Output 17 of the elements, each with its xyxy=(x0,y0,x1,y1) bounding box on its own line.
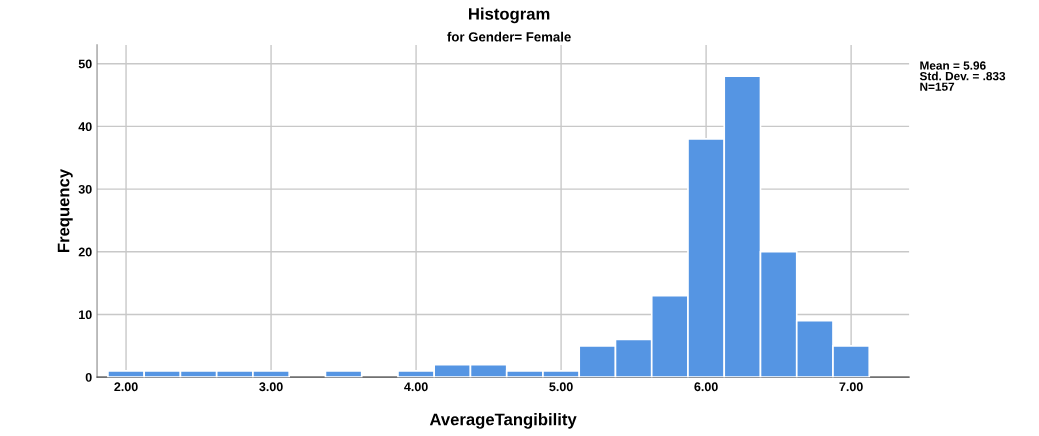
y-axis-title: Frequency xyxy=(57,168,73,253)
chart-subtitle: for Gender= Female xyxy=(447,31,571,42)
text: Mean = 5.96 Std. Dev. = .833 N=157 xyxy=(919,61,1006,91)
x-tick-label: 7.00 xyxy=(839,382,863,392)
x-tick-label: 6.00 xyxy=(694,382,718,392)
x-tick-label: 2.00 xyxy=(114,382,138,392)
y-tick-label: 50 xyxy=(78,59,92,69)
y-tick-label: 40 xyxy=(78,122,92,132)
x-axis-title: AverageTangibility xyxy=(429,413,577,429)
y-tick-label: 0 xyxy=(85,372,92,382)
chart-title: Histogram xyxy=(469,7,550,24)
y-tick-label: 20 xyxy=(78,247,92,257)
x-tick-label: 4.00 xyxy=(404,382,428,392)
y-tick-label: 10 xyxy=(79,310,92,320)
x-tick-label: 5.00 xyxy=(549,382,573,392)
y-tick-label: 30 xyxy=(78,184,92,194)
x-tick-label: 3.00 xyxy=(259,382,283,392)
